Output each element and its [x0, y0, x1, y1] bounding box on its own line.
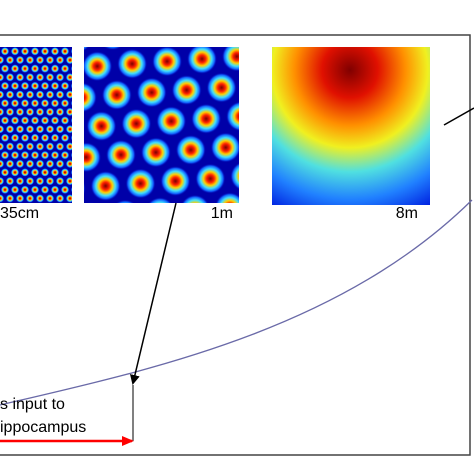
scale-label: 1m	[211, 205, 233, 222]
caption: ippocampus	[0, 419, 86, 436]
pointer-arrow	[443, 107, 474, 126]
grid-map-medium	[84, 47, 239, 203]
scale-label: 35cm	[0, 205, 39, 222]
caption: s input to	[0, 396, 65, 413]
grid-map-small	[0, 47, 72, 203]
frame	[0, 34, 471, 456]
scale-curve	[0, 199, 473, 406]
scale-label: 8m	[396, 205, 418, 222]
grid-map-large	[272, 47, 430, 205]
pointer-arrow	[129, 202, 177, 385]
